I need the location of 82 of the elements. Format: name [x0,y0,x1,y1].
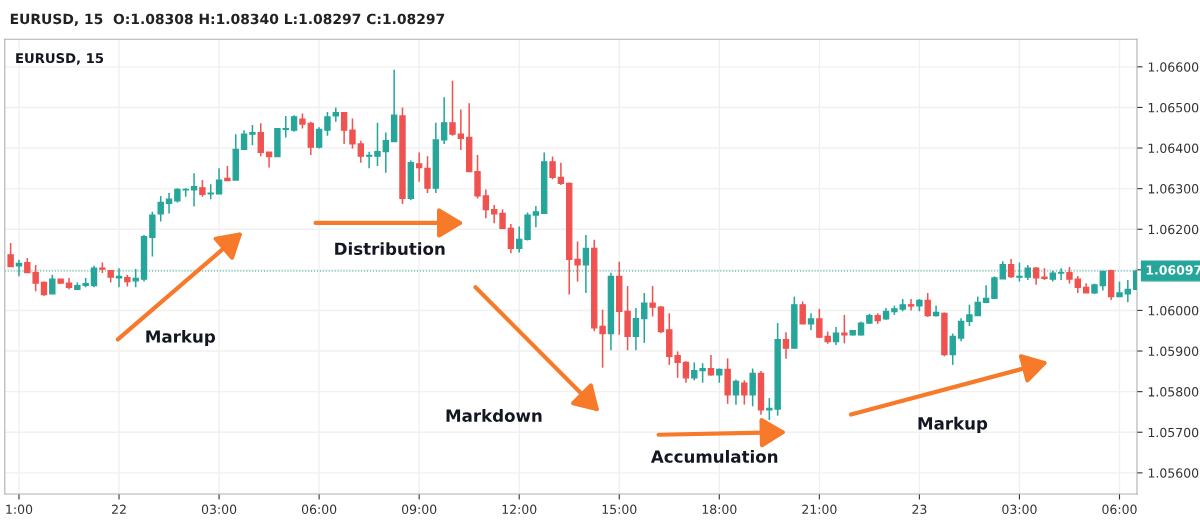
y-tick-label: 1.06500 [1148,102,1199,113]
candlestick [7,242,14,268]
candlestick [157,195,164,223]
candlestick [265,151,273,169]
x-tick-label: 03:00 [201,504,237,515]
candlestick [682,360,690,384]
candlestick [907,298,915,312]
candlestick [449,79,456,137]
candlestick [190,172,198,208]
candlestick [532,205,540,228]
candlestick [332,106,339,123]
candlestick [574,240,581,283]
x-tick-label: 21:00 [802,504,837,515]
candlestick [415,151,423,183]
candlestick [1007,258,1015,279]
x-tick-label: 12:00 [502,504,537,515]
candlestick [982,284,990,304]
x-tick-label: 03:00 [1002,504,1037,515]
x-tick-label: 23 [912,504,927,515]
annotation: EURUSD, 15 [16,53,104,65]
candlestick [957,317,965,343]
candlestick [282,115,289,139]
candlestick [215,167,223,195]
candlestick [249,124,256,146]
candlestick [799,300,806,325]
y-tick-label: 1.05700 [1148,427,1199,438]
candlestick [490,204,498,224]
x-tick-label: 1:00 [6,504,33,515]
candlestick [649,285,656,318]
candlestick [257,122,264,157]
candlestick [515,225,523,254]
candlestick [632,307,640,351]
annotation: Distribution [335,242,445,256]
candlestick [549,155,556,181]
candlestick [507,223,515,254]
candlestick [324,111,331,137]
candlestick [482,188,490,220]
candlestick [149,211,156,258]
annotation: Markup [918,416,988,433]
x-tick-label: 18:00 [702,504,737,515]
annotation: Accumulation [650,449,778,463]
candlestick [599,308,606,369]
candlestick [557,161,565,186]
candlestick [365,150,373,170]
candlestick [307,120,314,156]
annotation: Markdown [446,409,542,422]
x-tick-label: 15:00 [602,504,637,515]
candlestick [732,378,740,406]
candlestick [641,292,648,344]
candlestick [974,295,981,317]
y-tick-label: 1.06600 [1148,62,1199,72]
candlestick [165,192,173,215]
annotation: Markup [146,329,216,347]
candlestick [424,155,431,194]
candlestick [782,331,790,360]
x-tick-label: 06:00 [301,504,337,515]
candlestick [49,273,56,295]
y-tick-label: 1.05800 [1148,387,1199,397]
y-tick-label: 1.06300 [1148,184,1199,194]
y-tick-label: 1.06000 [1148,305,1199,316]
x-tick-label: 22 [111,504,126,514]
y-tick-label: 1.06400 [1148,143,1199,153]
candlestick [340,111,348,145]
y-tick-label: 1.06200 [1148,224,1199,235]
candlestick [707,354,715,377]
candlestick [749,367,756,408]
candlestick [741,379,748,406]
candlestick [457,108,465,151]
candlestick [440,96,448,145]
x-tick-label: 09:00 [401,504,437,515]
x-tick-label: 06:00 [1102,504,1137,515]
candlestick [924,292,931,318]
chart-title: EURUSD, 15 O:1.08308 H:1.08340 L:1.08297 C:1.08297 [10,13,445,26]
y-tick-label: 1.05900 [1148,346,1199,356]
candlestick [349,117,356,150]
candlestick [949,332,956,366]
y-tick-label: 1.05600 [1148,468,1199,478]
candlestick [382,131,390,174]
candlestick [991,275,998,300]
candlestick [357,139,365,164]
candlestick [374,122,381,167]
candlestick [966,303,973,327]
